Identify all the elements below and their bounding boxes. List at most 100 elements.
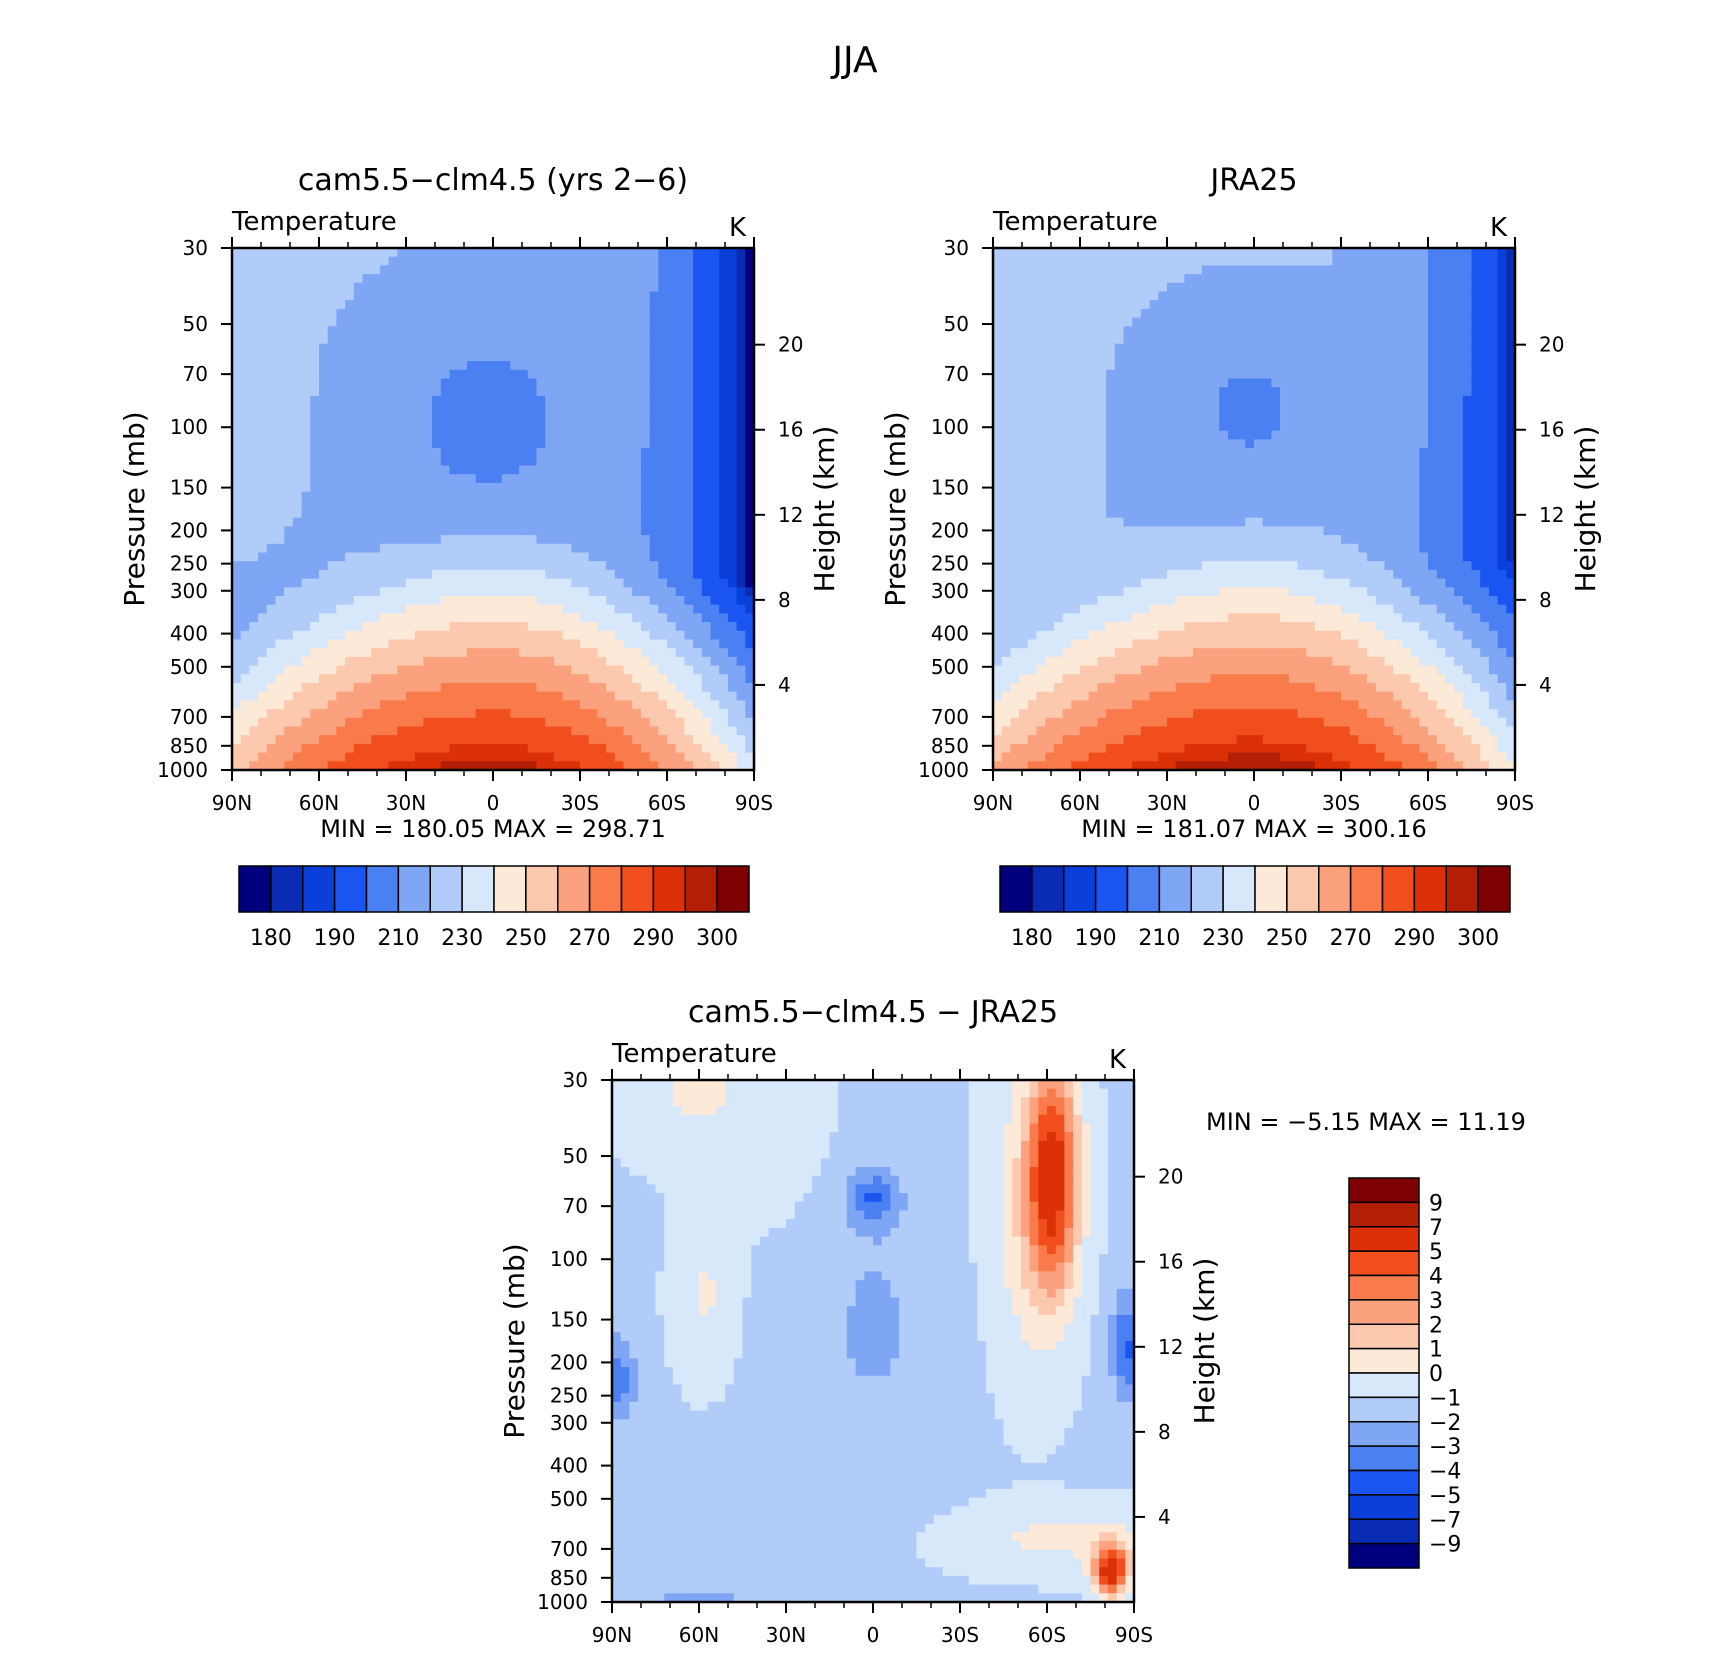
- contour-cell: [545, 283, 554, 292]
- contour-cell: [737, 579, 746, 588]
- contour-cell: [632, 683, 641, 692]
- contour-cell: [1358, 318, 1367, 327]
- contour-cell: [1150, 292, 1159, 301]
- contour-cell: [1158, 335, 1167, 344]
- contour-cell: [728, 648, 737, 657]
- contour-cell: [484, 387, 493, 396]
- contour-cell: [1480, 422, 1489, 431]
- contour-cell: [571, 466, 580, 475]
- contour-cell: [502, 265, 511, 274]
- contour-cell: [580, 439, 589, 448]
- contour-cell: [1393, 344, 1402, 353]
- contour-cell: [545, 448, 554, 457]
- contour-cell: [1045, 352, 1054, 361]
- contour-cell: [406, 561, 415, 570]
- contour-cell: [719, 709, 728, 718]
- contour-cell: [1097, 405, 1106, 414]
- contour-cell: [606, 518, 615, 527]
- contour-cell: [1002, 326, 1011, 335]
- contour-cell: [380, 344, 389, 353]
- contour-cell: [354, 439, 363, 448]
- contour-cell: [684, 692, 693, 701]
- contour-cell: [650, 379, 659, 388]
- contour-cell: [1315, 248, 1324, 257]
- contour-cell: [1141, 422, 1150, 431]
- contour-cell: [719, 448, 728, 457]
- contour-cell: [1263, 283, 1272, 292]
- contour-cell: [606, 692, 615, 701]
- contour-cell: [1158, 309, 1167, 318]
- contour-cell: [711, 326, 720, 335]
- contour-cell: [458, 553, 467, 562]
- contour-cell: [1132, 431, 1141, 440]
- contour-cell: [276, 422, 285, 431]
- contour-cell: [415, 727, 424, 736]
- contour-cell: [1263, 292, 1272, 301]
- contour-cell: [1219, 405, 1228, 414]
- contour-cell: [258, 509, 267, 518]
- contour-cell: [1176, 283, 1185, 292]
- contour-cell: [1141, 309, 1150, 318]
- contour-cell: [406, 387, 415, 396]
- contour-cell: [676, 631, 685, 640]
- contour-cell: [702, 613, 711, 622]
- contour-cell: [1245, 274, 1254, 283]
- contour-cell: [580, 526, 589, 535]
- contour-cell: [1150, 257, 1159, 266]
- contour-cell: [1254, 326, 1263, 335]
- contour-cell: [458, 700, 467, 709]
- contour-cell: [702, 622, 711, 631]
- contour-cell: [1437, 370, 1446, 379]
- contour-cell: [1237, 300, 1246, 309]
- contour-cell: [1115, 352, 1124, 361]
- contour-cell: [719, 405, 728, 414]
- contour-cell: [258, 466, 267, 475]
- contour-cell: [310, 457, 319, 466]
- contour-cell: [519, 587, 528, 596]
- contour-cell: [232, 744, 241, 753]
- contour-cell: [711, 405, 720, 414]
- contour-cell: [1141, 274, 1150, 283]
- contour-cell: [624, 352, 633, 361]
- contour-cell: [232, 248, 241, 257]
- contour-cell: [415, 605, 424, 614]
- contour-cell: [528, 457, 537, 466]
- contour-cell: [528, 500, 537, 509]
- contour-cell: [302, 370, 311, 379]
- contour-cell: [571, 379, 580, 388]
- contour-cell: [1054, 265, 1063, 274]
- contour-cell: [589, 683, 598, 692]
- contour-cell: [1028, 257, 1037, 266]
- contour-cell: [432, 518, 441, 527]
- contour-cell: [484, 335, 493, 344]
- contour-cell: [1376, 370, 1385, 379]
- contour-cell: [276, 744, 285, 753]
- contour-cell: [1245, 318, 1254, 327]
- contour-cell: [528, 257, 537, 266]
- contour-cell: [1132, 292, 1141, 301]
- contour-cell: [597, 648, 606, 657]
- contour-cell: [1045, 361, 1054, 370]
- contour-cell: [293, 379, 302, 388]
- contour-cell: [641, 448, 650, 457]
- contour-cell: [345, 700, 354, 709]
- contour-cell: [728, 405, 737, 414]
- contour-cell: [415, 265, 424, 274]
- contour-cell: [1167, 309, 1176, 318]
- contour-cell: [571, 553, 580, 562]
- contour-cell: [406, 535, 415, 544]
- contour-cell: [328, 466, 337, 475]
- contour-cell: [1002, 387, 1011, 396]
- contour-cell: [1411, 396, 1420, 405]
- contour-cell: [389, 622, 398, 631]
- contour-cell: [389, 535, 398, 544]
- contour-cell: [632, 596, 641, 605]
- contour-cell: [258, 518, 267, 527]
- contour-cell: [363, 657, 372, 666]
- contour-cell: [667, 544, 676, 553]
- contour-cell: [519, 596, 528, 605]
- contour-cell: [302, 474, 311, 483]
- contour-cell: [510, 648, 519, 657]
- contour-cell: [580, 335, 589, 344]
